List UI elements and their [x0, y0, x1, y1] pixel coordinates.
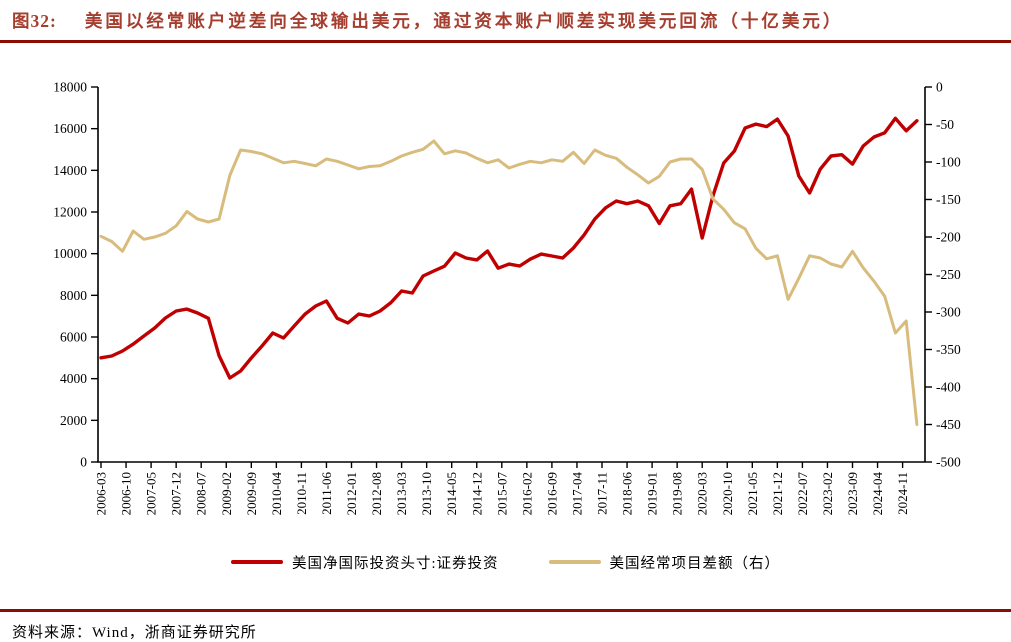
svg-text:2006-10: 2006-10 — [119, 472, 134, 515]
legend-tan-line-icon — [548, 560, 601, 564]
svg-text:2006-03: 2006-03 — [94, 472, 109, 515]
svg-text:2007-05: 2007-05 — [144, 472, 159, 515]
legend-label-current-account: 美国经常项目差额（右） — [609, 555, 781, 572]
svg-text:0: 0 — [80, 455, 87, 470]
svg-text:2021-12: 2021-12 — [770, 472, 785, 515]
svg-text:4000: 4000 — [60, 371, 87, 386]
svg-text:2021-05: 2021-05 — [745, 472, 760, 515]
svg-text:-500: -500 — [936, 455, 961, 470]
svg-text:6000: 6000 — [60, 330, 87, 345]
svg-text:2000: 2000 — [60, 413, 87, 428]
svg-text:-100: -100 — [936, 155, 961, 170]
svg-text:2024-11: 2024-11 — [895, 472, 910, 515]
svg-text:2014-12: 2014-12 — [469, 472, 484, 515]
svg-text:2013-10: 2013-10 — [419, 472, 434, 515]
svg-text:2019-08: 2019-08 — [670, 472, 685, 515]
svg-text:2017-11: 2017-11 — [595, 472, 610, 515]
svg-text:-150: -150 — [936, 192, 961, 207]
figure-number: 图32: — [12, 11, 57, 31]
svg-text:2012-08: 2012-08 — [369, 472, 384, 515]
legend-item-niip: 美国净国际投资头寸:证券投资 — [230, 552, 499, 573]
svg-text:-200: -200 — [936, 230, 961, 245]
svg-text:-250: -250 — [936, 267, 961, 282]
svg-text:12000: 12000 — [53, 205, 87, 220]
svg-text:2015-07: 2015-07 — [494, 472, 509, 516]
svg-text:2020-10: 2020-10 — [720, 472, 735, 515]
svg-text:-450: -450 — [936, 417, 961, 432]
svg-text:2013-03: 2013-03 — [394, 472, 409, 515]
svg-text:2024-04: 2024-04 — [870, 472, 885, 516]
svg-text:2009-09: 2009-09 — [244, 472, 259, 515]
svg-text:2007-12: 2007-12 — [169, 472, 184, 515]
svg-text:18000: 18000 — [53, 80, 87, 95]
svg-text:2011-06: 2011-06 — [319, 472, 334, 515]
svg-text:2014-05: 2014-05 — [444, 472, 459, 515]
svg-text:-350: -350 — [936, 342, 961, 357]
svg-text:2016-09: 2016-09 — [544, 472, 559, 515]
svg-text:2023-02: 2023-02 — [820, 472, 835, 515]
svg-text:2018-06: 2018-06 — [620, 472, 635, 516]
svg-text:8000: 8000 — [60, 288, 87, 303]
svg-text:16000: 16000 — [53, 121, 87, 136]
legend-label-niip: 美国净国际投资头寸:证券投资 — [291, 555, 499, 572]
svg-text:-300: -300 — [936, 305, 961, 320]
title-divider — [0, 40, 1011, 43]
svg-text:2012-01: 2012-01 — [344, 472, 359, 515]
svg-text:2022-07: 2022-07 — [795, 472, 810, 516]
svg-text:10000: 10000 — [53, 246, 87, 261]
svg-text:14000: 14000 — [53, 163, 87, 178]
source-note: 资料来源：Wind，浙商证券研究所 — [12, 625, 257, 641]
svg-text:2019-01: 2019-01 — [645, 472, 660, 515]
svg-text:2016-02: 2016-02 — [519, 472, 534, 515]
svg-text:2010-11: 2010-11 — [294, 472, 309, 515]
svg-text:2009-02: 2009-02 — [219, 472, 234, 515]
dual-axis-line-chart: 18000 16000 14000 12000 10000 8000 6000 4000 200… — [53, 80, 961, 516]
svg-text:2010-04: 2010-04 — [269, 472, 284, 516]
legend-item-current-account: 美国经常项目差额（右） — [548, 552, 781, 573]
svg-text:2017-04: 2017-04 — [569, 472, 584, 516]
svg-text:0: 0 — [936, 80, 943, 95]
figure-title: 美国以经常账户逆差向全球输出美元，通过资本账户顺差实现美元回流（十亿美元） — [84, 11, 844, 31]
svg-text:-400: -400 — [936, 380, 961, 395]
figure-header: 图32: 美国以经常账户逆差向全球输出美元，通过资本账户顺差实现美元回流（十亿美元… — [0, 0, 1011, 35]
svg-text:2023-09: 2023-09 — [845, 472, 860, 515]
svg-text:-50: -50 — [936, 117, 954, 132]
footer-divider — [0, 609, 1011, 612]
svg-text:2008-07: 2008-07 — [194, 472, 209, 516]
svg-text:2020-03: 2020-03 — [695, 472, 710, 515]
chart-legend: 美国净国际投资头寸:证券投资 美国经常项目差额（右） — [0, 551, 1011, 573]
legend-red-line-icon — [230, 560, 283, 564]
